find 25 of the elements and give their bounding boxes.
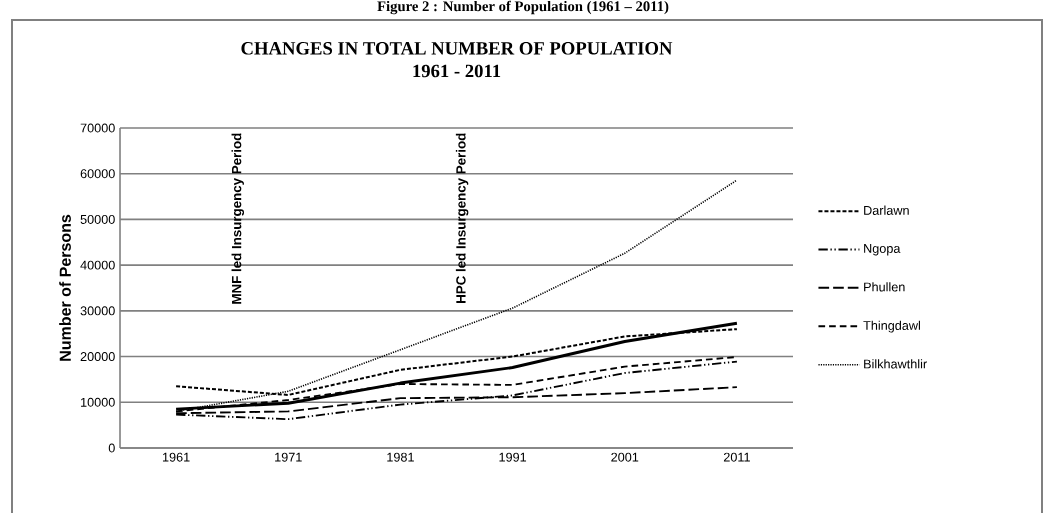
legend-label: Darlawn bbox=[864, 205, 909, 215]
x-tick-label: 1981 bbox=[387, 452, 414, 462]
chart-title: CHANGES IN TOTAL NUMBER OF POPULATION bbox=[241, 42, 673, 55]
x-tick-label: 2011 bbox=[723, 452, 750, 462]
caption: Figure 2 : Number of Population (1961 – 2011) bbox=[377, 0, 669, 15]
y-tick-label: 30000 bbox=[80, 306, 115, 316]
y-tick-label: 10000 bbox=[81, 397, 115, 407]
y-tick-label: 0 bbox=[108, 443, 115, 453]
y-tick-label: 70000 bbox=[80, 123, 115, 133]
legend-label: Phullen bbox=[864, 282, 905, 292]
legend-label: Thingdawl bbox=[863, 320, 920, 333]
chart-subtitle: 1961 - 2011 bbox=[413, 64, 501, 78]
legend-label: Ngopa bbox=[864, 244, 901, 256]
y-tick-label: 40000 bbox=[80, 260, 115, 270]
x-tick-label: 1961 bbox=[162, 452, 190, 462]
legend-label: Bilkhawthlir bbox=[864, 359, 927, 369]
annotation: MNF led Insurgency Period bbox=[231, 133, 245, 304]
x-tick-label: 1971 bbox=[275, 452, 302, 462]
y-tick-label: 20000 bbox=[80, 352, 115, 362]
y-tick-label: 50000 bbox=[80, 214, 115, 224]
y-tick-label: 60000 bbox=[80, 169, 115, 179]
y-axis-title: Number of Persons bbox=[59, 214, 71, 361]
annotation: HPC led Insurgency Period bbox=[455, 133, 469, 303]
x-tick-label: 1991 bbox=[499, 452, 527, 462]
x-tick-label: 2001 bbox=[611, 452, 639, 462]
